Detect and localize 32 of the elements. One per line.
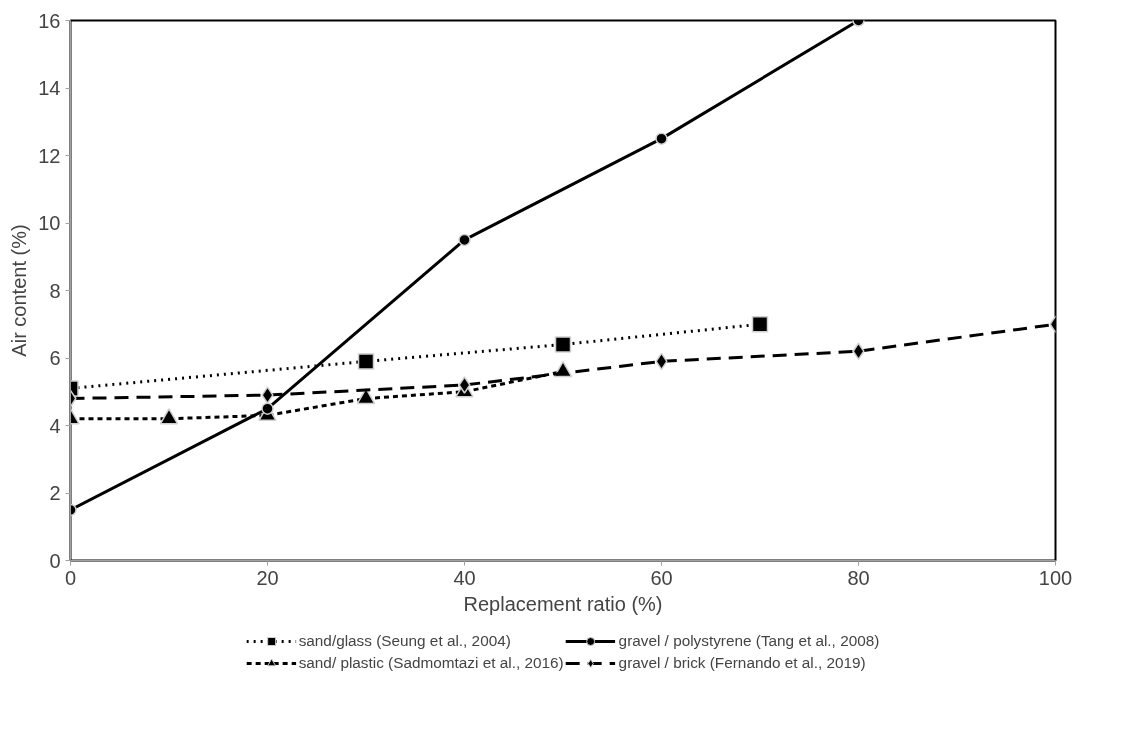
point bbox=[852, 342, 865, 360]
y-tick-label: 2 bbox=[49, 482, 61, 504]
x-tick-label: 80 bbox=[847, 566, 870, 589]
y-tick-label: 12 bbox=[38, 144, 61, 167]
y-tick-label: 0 bbox=[49, 549, 61, 572]
point bbox=[357, 353, 375, 370]
legend-label: gravel / brick (Fernando et al., 2019) bbox=[618, 654, 866, 672]
legend-label: gravel / polystyrene (Tang et al., 2008) bbox=[618, 632, 880, 650]
legend-label: sand/glass (Seung et al., 2004) bbox=[298, 632, 511, 650]
point bbox=[655, 132, 668, 145]
x-tick-label: 100 bbox=[1038, 566, 1073, 589]
point bbox=[261, 402, 274, 415]
point bbox=[356, 387, 376, 405]
y-tick-label: 16 bbox=[38, 9, 61, 32]
y-axis-title: Air content (%) bbox=[8, 224, 31, 357]
point bbox=[261, 386, 274, 404]
point bbox=[751, 316, 769, 333]
x-axis-title: Replacement ratio (%) bbox=[463, 592, 663, 615]
x-tick-label: 20 bbox=[256, 566, 279, 589]
x-tick-label: 0 bbox=[64, 566, 77, 589]
point bbox=[554, 336, 572, 353]
point bbox=[159, 408, 179, 425]
legend-label: sand/ plastic (Sadmomtazi et al., 2016) bbox=[298, 654, 564, 672]
y-tick-label: 6 bbox=[49, 347, 61, 369]
point bbox=[458, 233, 471, 247]
y-tick-label: 8 bbox=[49, 279, 61, 302]
x-tick-label: 60 bbox=[650, 566, 673, 589]
x-tick-label: 40 bbox=[453, 566, 476, 589]
y-tick-label: 4 bbox=[49, 414, 61, 437]
y-tick-label: 10 bbox=[38, 212, 61, 234]
point bbox=[458, 376, 471, 394]
y-tick-label: 14 bbox=[38, 77, 61, 99]
